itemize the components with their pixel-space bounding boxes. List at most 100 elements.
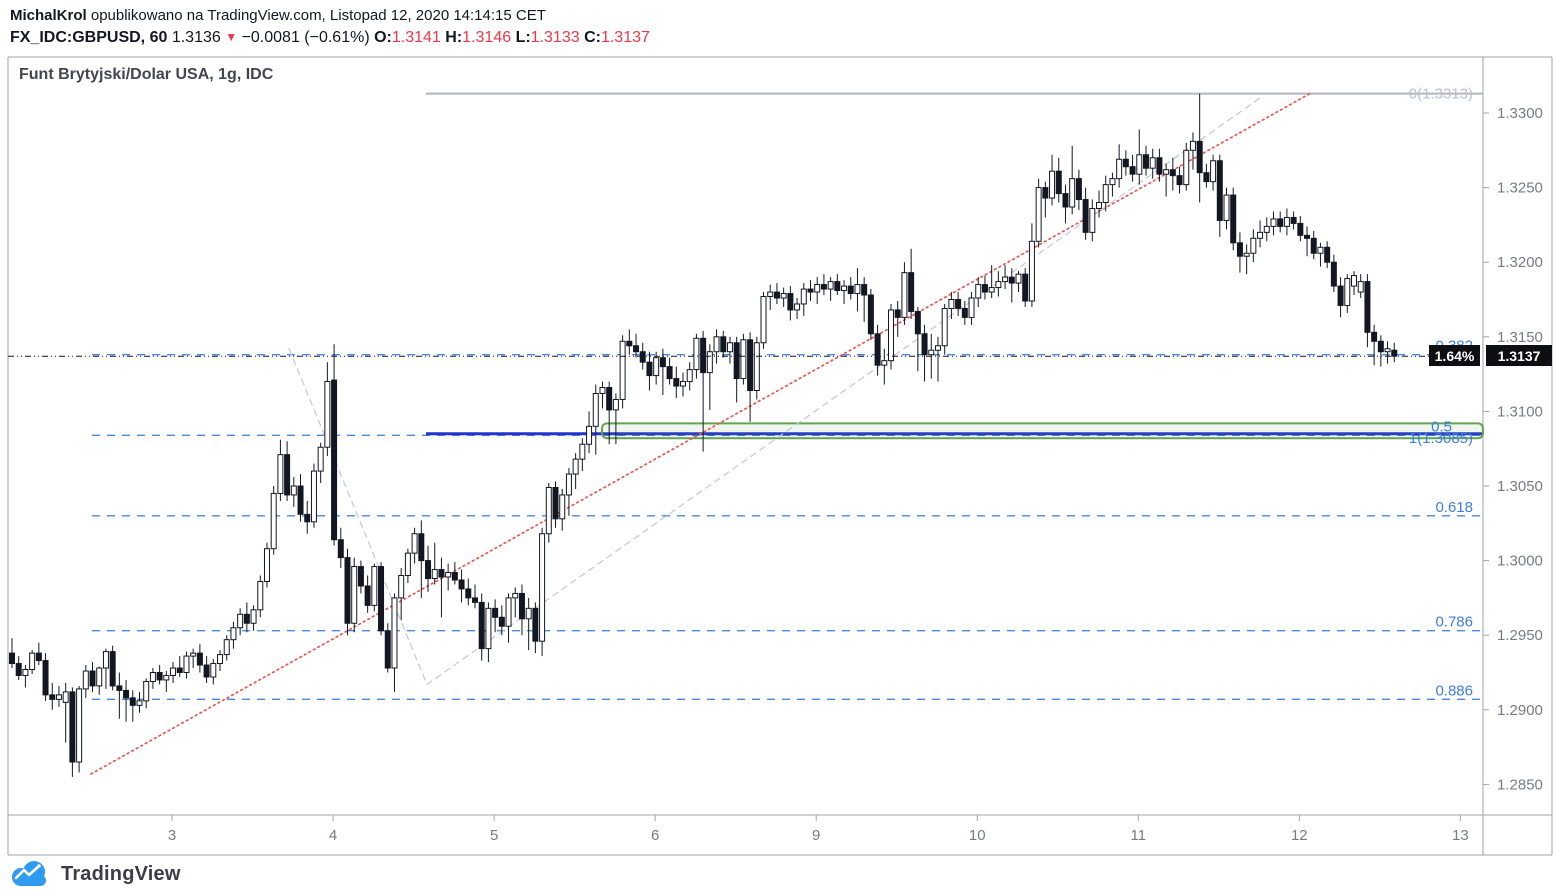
red-dotted-trend[interactable] [90, 92, 1311, 775]
candle[interactable] [217, 650, 224, 672]
candle[interactable] [1089, 199, 1096, 242]
candle[interactable] [773, 283, 780, 304]
candle[interactable] [659, 348, 666, 395]
candle[interactable] [861, 277, 868, 322]
candle[interactable] [995, 271, 1002, 297]
candle[interactable] [1156, 148, 1163, 182]
candle[interactable] [1169, 157, 1176, 191]
candle[interactable] [1022, 268, 1029, 307]
candle[interactable] [955, 292, 962, 316]
candle[interactable] [961, 300, 968, 325]
candle[interactable] [1102, 175, 1109, 212]
candle[interactable] [371, 563, 378, 612]
candle[interactable] [1371, 324, 1378, 366]
candle[interactable] [492, 599, 499, 633]
candle[interactable] [968, 292, 975, 325]
candle[interactable] [170, 662, 177, 683]
candle[interactable] [512, 587, 519, 618]
candle[interactable] [1008, 268, 1015, 303]
candle[interactable] [62, 682, 69, 743]
candle[interactable] [498, 605, 505, 636]
candle[interactable] [1216, 154, 1223, 237]
candle[interactable] [787, 286, 794, 321]
candle[interactable] [1122, 150, 1129, 176]
candle[interactable] [411, 527, 418, 564]
candle[interactable] [1203, 163, 1210, 188]
candle[interactable] [874, 324, 881, 376]
candle[interactable] [740, 333, 747, 385]
candle[interactable] [465, 578, 472, 606]
candle[interactable] [1223, 187, 1230, 230]
candle[interactable] [364, 575, 371, 613]
candle[interactable] [518, 584, 525, 636]
candle[interactable] [1015, 271, 1022, 293]
candle[interactable] [559, 488, 566, 531]
candle[interactable] [807, 280, 814, 301]
candle[interactable] [565, 468, 572, 516]
candle[interactable] [263, 542, 270, 588]
gray-anchor-1[interactable] [288, 348, 428, 686]
candle[interactable] [1377, 335, 1384, 367]
candle[interactable] [431, 542, 438, 585]
candle[interactable] [425, 545, 432, 592]
candle[interactable] [867, 289, 874, 340]
candle[interactable] [847, 277, 854, 300]
candle[interactable] [1096, 190, 1103, 218]
gray-anchor-2[interactable] [426, 95, 1263, 686]
candle[interactable] [297, 474, 304, 522]
candle[interactable] [572, 453, 579, 489]
candle[interactable] [1317, 242, 1324, 267]
candle[interactable] [981, 275, 988, 300]
candle[interactable] [237, 608, 244, 636]
candle[interactable] [203, 656, 210, 683]
candle[interactable] [102, 648, 109, 689]
candle[interactable] [1236, 232, 1243, 273]
candle[interactable] [545, 483, 552, 543]
candle[interactable] [626, 329, 633, 355]
candle[interactable] [1250, 229, 1257, 263]
candle[interactable] [176, 656, 183, 677]
candle[interactable] [753, 336, 760, 400]
candle[interactable] [1257, 220, 1264, 248]
tradingview-logo[interactable]: TradingView [8, 859, 181, 889]
candle[interactable] [1163, 163, 1170, 197]
candle[interactable] [163, 671, 170, 692]
candle[interactable] [76, 685, 83, 773]
candle[interactable] [29, 650, 36, 674]
candle[interactable] [834, 274, 841, 296]
candle[interactable] [270, 486, 277, 555]
candle[interactable] [854, 268, 861, 312]
candle[interactable] [1230, 187, 1237, 251]
candle[interactable] [123, 679, 130, 722]
candle[interactable] [747, 332, 754, 422]
candle[interactable] [720, 330, 727, 358]
candle[interactable] [344, 548, 351, 636]
candle[interactable] [149, 668, 156, 689]
candle[interactable] [619, 335, 626, 409]
candle[interactable] [1142, 145, 1149, 176]
candle[interactable] [96, 666, 103, 695]
candle[interactable] [129, 690, 136, 722]
candle[interactable] [901, 262, 908, 325]
candle[interactable] [304, 500, 311, 534]
candle[interactable] [183, 651, 190, 679]
candle[interactable] [357, 560, 364, 594]
candle[interactable] [243, 602, 250, 633]
candle[interactable] [257, 575, 264, 618]
candle[interactable] [398, 568, 405, 621]
candle[interactable] [908, 248, 915, 319]
candle[interactable] [606, 381, 613, 445]
candle[interactable] [733, 336, 740, 403]
candle[interactable] [948, 292, 955, 319]
candle[interactable] [15, 656, 22, 680]
candle[interactable] [1310, 230, 1317, 260]
candle[interactable] [760, 292, 767, 349]
candle[interactable] [612, 393, 619, 445]
candle[interactable] [378, 562, 385, 636]
candle[interactable] [726, 336, 733, 364]
candle[interactable] [820, 274, 827, 296]
candle[interactable] [686, 362, 693, 391]
candle[interactable] [633, 333, 640, 358]
candle[interactable] [1109, 172, 1116, 197]
candle[interactable] [1049, 154, 1056, 206]
